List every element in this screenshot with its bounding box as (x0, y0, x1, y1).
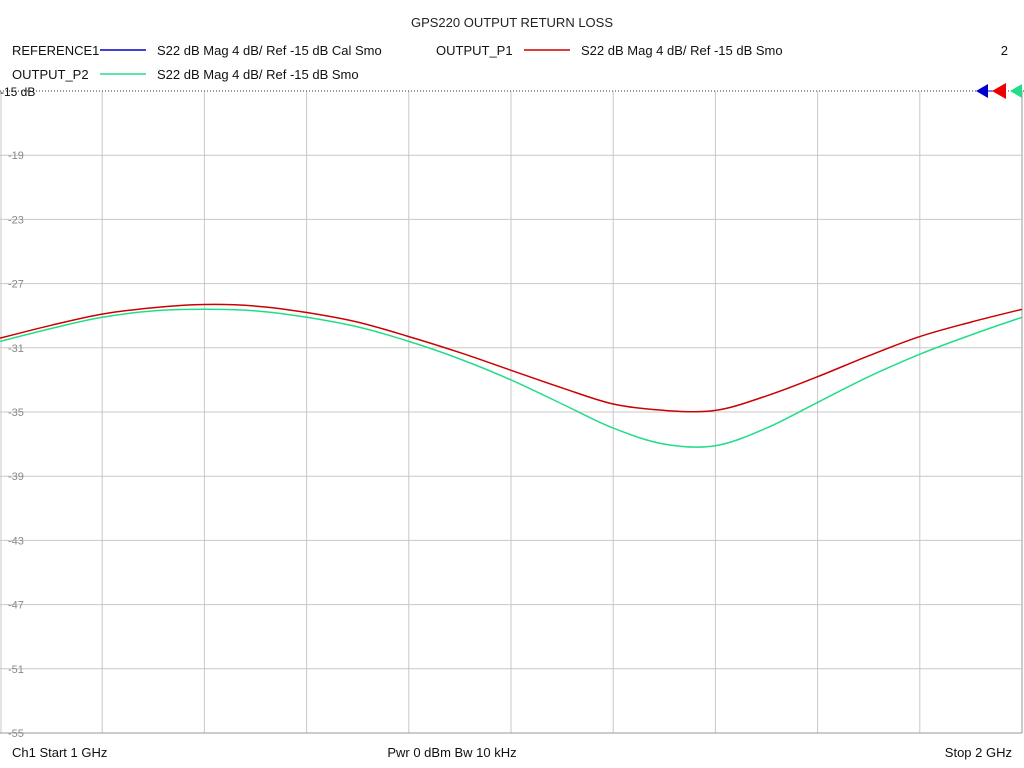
chart-title: GPS220 OUTPUT RETURN LOSS (411, 15, 613, 30)
y-tick-label: -47 (8, 600, 24, 612)
legend-desc-output-p2: S22 dB Mag 4 dB/ Ref -15 dB Smo (157, 67, 359, 82)
series-line-output-p2 (0, 308, 1023, 448)
footer-start: Ch1 Start 1 GHz (12, 745, 107, 760)
y-tick-label: -55 (8, 728, 24, 740)
footer-stop: Stop 2 GHz (945, 745, 1012, 760)
y-tick-label: -35 (8, 407, 24, 419)
legend-desc-reference1: S22 dB Mag 4 dB/ Ref -15 dB Cal Smo (157, 43, 382, 58)
channel-number: 2 (1001, 43, 1008, 58)
footer-power-bandwidth: Pwr 0 dBm Bw 10 kHz (387, 745, 516, 760)
y-tick-labels: -19 -23 -27 -31 -35 -39 -43 -47 -51 -55 (8, 150, 24, 740)
y-tick-label: -51 (8, 664, 24, 676)
marker-output-p2 (1010, 84, 1022, 98)
y-tick-label: -23 (8, 214, 24, 226)
series-lines (0, 303, 1023, 448)
legend-desc-output-p1: S22 dB Mag 4 dB/ Ref -15 dB Smo (581, 43, 783, 58)
y-tick-label: -43 (8, 535, 24, 547)
reference-label: -15 dB (0, 85, 35, 99)
series-line-output-p1 (0, 303, 1023, 413)
legend-name-reference1: REFERENCE1 (12, 43, 99, 58)
y-tick-label: -39 (8, 471, 24, 483)
y-tick-label: -31 (8, 343, 24, 355)
y-tick-label: -27 (8, 279, 24, 291)
y-tick-label: -19 (8, 150, 24, 162)
marker-reference1 (976, 84, 988, 98)
legend-name-output-p2: OUTPUT_P2 (12, 67, 89, 82)
marker-output-p1 (992, 83, 1006, 99)
grid-lines (0, 91, 1023, 734)
legend-name-output-p1: OUTPUT_P1 (436, 43, 513, 58)
